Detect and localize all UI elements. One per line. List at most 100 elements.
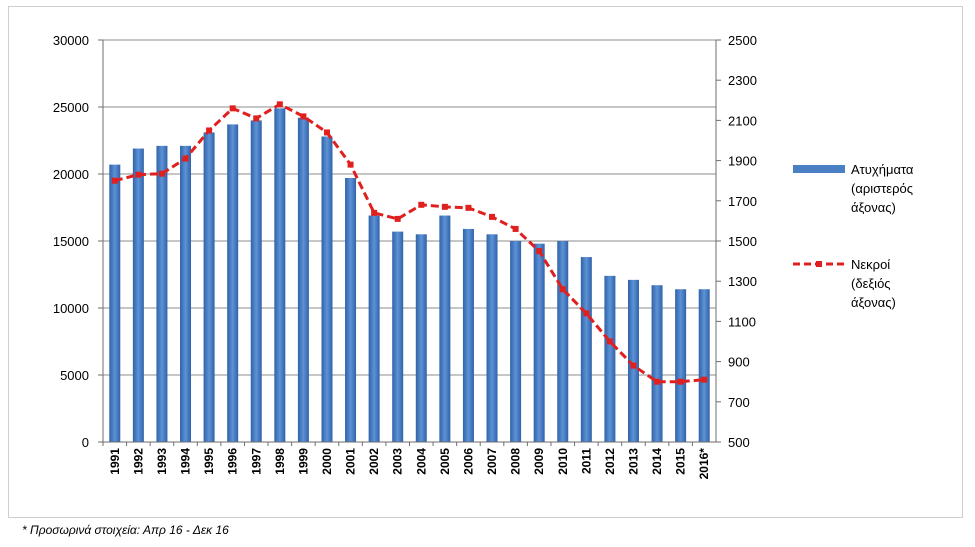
x-tick-label: 1993 (155, 448, 169, 475)
bar-1994 (180, 145, 192, 443)
bar-1997 (250, 120, 262, 443)
x-tick-label: 2009 (532, 448, 546, 475)
chart-frame: 0 5000 10000 15000 20000 25000 30000 500 700 900… (8, 6, 963, 518)
point-1994 (182, 155, 189, 162)
point-1998 (276, 101, 283, 108)
x-tick-label: 1992 (131, 448, 145, 475)
point-2016* (701, 376, 708, 383)
x-tick-label: 2015 (674, 448, 688, 475)
point-1995 (206, 127, 213, 134)
footnote: * Προσωρινά στοιχεία: Απρ 16 - Δεκ 16 (22, 523, 229, 537)
legend: Ατυχήματα (αριστερός άξονας) Νεκροί (δεξιός ά… (793, 162, 914, 310)
bar-1999 (297, 117, 309, 442)
x-tick-label: 2007 (485, 448, 499, 475)
legend-bar-label: (αριστερός (851, 181, 913, 196)
x-tick-label: 2014 (650, 448, 664, 475)
legend-bar-swatch (793, 165, 845, 173)
bar-2003 (392, 231, 404, 442)
bar-2005 (439, 215, 451, 442)
x-tick-label: 2002 (367, 448, 381, 475)
legend-line-label: άξονας) (851, 295, 896, 310)
x-tick-label: 2016* (697, 448, 711, 480)
point-1992 (135, 171, 142, 178)
bar-2016* (698, 289, 710, 442)
right-tick-label: 2300 (728, 73, 757, 88)
x-tick-label: 2006 (461, 448, 475, 475)
left-tick-label: 25000 (53, 100, 89, 115)
right-tick-label: 900 (728, 355, 750, 370)
gridlines (103, 39, 716, 443)
bar-1991 (109, 164, 121, 442)
bar-1993 (156, 145, 168, 443)
point-2006 (465, 204, 472, 211)
line-series (111, 101, 708, 385)
line-deaths (114, 102, 705, 384)
point-2009 (536, 248, 543, 255)
x-tick-label: 2000 (320, 448, 334, 475)
x-tick-label: 1994 (179, 448, 193, 475)
x-tick-label: 1998 (273, 448, 287, 475)
point-1996 (229, 105, 236, 112)
right-tick-label: 1900 (728, 154, 757, 169)
bar-2001 (345, 178, 357, 442)
point-2011 (583, 310, 590, 317)
bar-1992 (132, 148, 144, 443)
right-tick-label: 700 (728, 395, 750, 410)
bar-series (109, 108, 710, 443)
bar-2008 (510, 241, 522, 442)
legend-bar-label: άξονας) (851, 200, 896, 215)
bar-2011 (580, 257, 592, 442)
bar-2013 (627, 279, 639, 442)
left-tick-label: 15000 (53, 234, 89, 249)
point-2000 (323, 129, 330, 136)
left-tick-label: 0 (82, 435, 89, 450)
x-tick-label: 2011 (579, 448, 593, 474)
bar-1998 (274, 108, 286, 442)
bar-2006 (462, 228, 474, 442)
right-tick-label: 500 (728, 435, 750, 450)
x-tick-label: 2005 (438, 448, 452, 475)
bar-2015 (675, 289, 687, 442)
x-tick-label: 2010 (556, 448, 570, 475)
x-axis-ticks: 1991 1992 1993 1994 1995 1996 1997 1998 1999 2000… (102, 442, 711, 480)
right-tick-label: 1500 (728, 234, 757, 249)
right-tick-label: 1100 (728, 314, 756, 329)
left-axis-ticks: 0 5000 10000 15000 20000 25000 30000 (53, 33, 103, 450)
point-2001 (347, 161, 354, 168)
bar-2010 (557, 241, 569, 442)
point-2010 (559, 286, 566, 293)
right-tick-label: 1700 (728, 194, 757, 209)
bar-2000 (321, 136, 333, 443)
bar-2007 (486, 234, 498, 442)
right-tick-label: 2100 (728, 113, 757, 128)
point-1997 (253, 115, 260, 122)
left-tick-label: 30000 (53, 33, 89, 48)
point-2015 (677, 378, 684, 385)
right-tick-label: 2500 (728, 33, 757, 48)
chart: 0 5000 10000 15000 20000 25000 30000 500 700 900… (53, 33, 914, 480)
point-1991 (111, 177, 118, 184)
point-1993 (158, 170, 165, 177)
legend-line-label: (δεξιός (851, 276, 891, 291)
x-tick-label: 1995 (202, 448, 216, 475)
point-2008 (512, 225, 519, 232)
right-axis-ticks: 500 700 900 1100 1300 1500 1700 1900 2100 2300 250… (716, 33, 757, 450)
bar-2014 (651, 285, 663, 442)
point-2005 (441, 203, 448, 210)
point-2014 (654, 378, 661, 385)
x-tick-label: 1999 (296, 448, 310, 475)
bar-2009 (533, 243, 545, 442)
x-tick-label: 2001 (344, 448, 358, 475)
point-2013 (630, 362, 637, 369)
x-tick-label: 1997 (249, 448, 263, 475)
right-tick-label: 1300 (728, 274, 757, 289)
bar-1996 (227, 124, 239, 443)
point-2004 (418, 201, 425, 208)
point-2012 (606, 338, 613, 345)
point-2003 (394, 215, 401, 222)
point-2002 (371, 209, 378, 216)
point-2007 (489, 213, 496, 220)
left-tick-label: 10000 (53, 301, 89, 316)
point-1999 (300, 113, 307, 120)
x-tick-label: 1996 (226, 448, 240, 475)
